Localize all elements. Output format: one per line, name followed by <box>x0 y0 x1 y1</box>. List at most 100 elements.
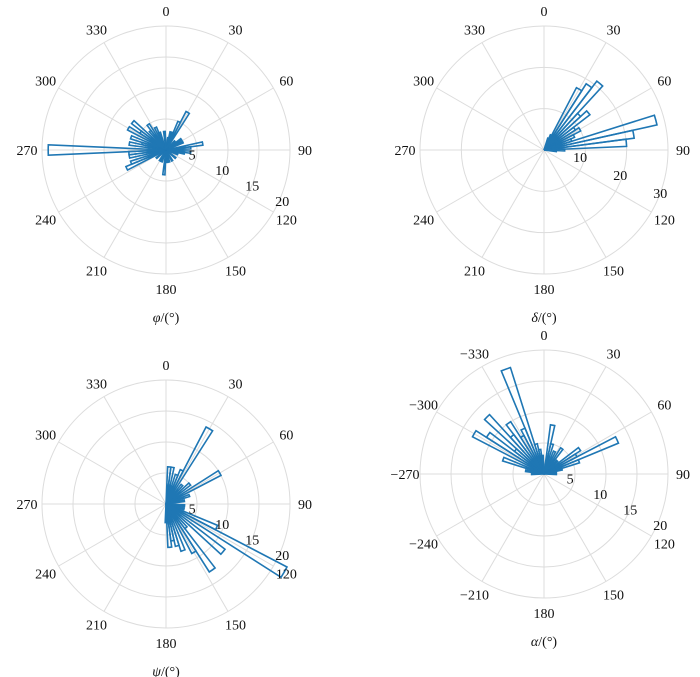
radial-tick-label: 10 <box>215 164 229 179</box>
angle-tick-label: 90 <box>676 144 690 159</box>
radial-tick-label: 10 <box>215 518 229 533</box>
axis-label-unit: /(°) <box>538 635 557 650</box>
histogram-bar <box>165 139 177 151</box>
grid-spoke <box>103 149 167 258</box>
grid-spoke <box>436 149 545 213</box>
grid-spoke <box>165 149 229 258</box>
angle-tick-label: 180 <box>534 283 555 298</box>
histogram-bar <box>165 503 217 574</box>
grid-spoke <box>103 503 167 612</box>
histogram-bar <box>158 149 167 163</box>
histogram-bar <box>165 503 181 548</box>
histogram-bar <box>165 149 169 164</box>
angle-tick-label: −210 <box>460 588 489 603</box>
grid-spoke <box>543 473 652 537</box>
angle-tick-label: 270 <box>17 144 38 159</box>
histogram-bar <box>164 503 168 524</box>
polar-chart-3: 0 30 60 90 120 150 180 210 240 270 300 330 5 10 15 20 ψ/… <box>17 359 313 677</box>
radial-tick-label: 10 <box>573 151 587 166</box>
radial-tick-label: 20 <box>275 549 289 564</box>
grid-spoke <box>481 149 545 258</box>
histogram-bar <box>129 134 167 151</box>
angle-tick-label: 120 <box>654 538 675 553</box>
radial-tick-label: 15 <box>623 504 637 519</box>
angle-tick-label: 150 <box>603 264 624 279</box>
grid-spoke <box>543 149 652 213</box>
radial-tick-label: 5 <box>567 473 574 488</box>
angle-tick-label: 330 <box>464 24 485 39</box>
angle-tick-label: 270 <box>17 498 38 513</box>
histogram-bar <box>165 481 192 505</box>
histogram-bar <box>157 131 167 151</box>
histogram-bar <box>543 149 558 153</box>
angle-tick-label: 330 <box>86 378 107 393</box>
histogram-bar <box>165 503 198 555</box>
histogram-bar <box>153 126 167 151</box>
grid-spoke <box>58 441 167 505</box>
grid-spoke <box>165 503 274 567</box>
histogram-bar <box>124 149 167 172</box>
histogram-bar <box>543 126 582 151</box>
grid-spoke <box>165 87 274 151</box>
grid-spoke <box>58 149 167 213</box>
angle-tick-label: 0 <box>541 329 548 344</box>
grid-spoke <box>481 366 545 475</box>
histogram-bar <box>165 483 184 505</box>
axis-label: α/(°) <box>531 635 558 650</box>
angle-tick-label: 330 <box>86 24 107 39</box>
polar-chart-2: 0 30 60 90 120 150 180 210 240 270 300 330 10 20 30 δ/(… <box>395 5 691 326</box>
angle-tick-label: 150 <box>225 618 246 633</box>
histogram-bar <box>485 431 545 475</box>
grid-spoke <box>165 396 229 505</box>
axis-label-unit: /(°) <box>538 311 557 326</box>
histogram-bar <box>165 499 186 505</box>
axis-label-unit: /(°) <box>160 311 179 326</box>
angle-tick-label: 0 <box>163 359 170 374</box>
histogram-bar <box>165 137 183 151</box>
grid-spoke <box>543 149 607 258</box>
axis-label: φ/(°) <box>153 311 180 326</box>
polar-chart-1: 0 30 60 90 120 150 180 210 240 270 300 330 5 10 15 20 φ/… <box>17 5 313 326</box>
angle-tick-label: 90 <box>676 468 690 483</box>
histogram-bar <box>543 138 628 151</box>
angle-tick-label: 300 <box>35 429 56 444</box>
histogram-bar <box>501 456 545 475</box>
histogram-bar <box>543 458 581 475</box>
histogram-bar <box>483 413 545 475</box>
angle-tick-label: 60 <box>279 75 293 90</box>
angle-tick-label: −300 <box>409 399 438 414</box>
polar-chart-4: 0 30 60 90 120 150 180 −210 −240 −270 −300 −330 5 10 1… <box>391 329 690 650</box>
histogram-bar <box>530 472 545 476</box>
grid-spoke <box>481 42 545 151</box>
angle-tick-label: 90 <box>298 498 312 513</box>
histogram-bar <box>165 149 179 156</box>
angle-tick-label: −330 <box>460 348 489 363</box>
angle-tick-label: 30 <box>229 378 243 393</box>
angle-tick-label: 120 <box>276 568 297 583</box>
histogram-bar <box>47 144 167 156</box>
histogram-bar <box>500 366 545 475</box>
angle-tick-label: 60 <box>279 429 293 444</box>
histogram-bar <box>162 130 167 151</box>
histogram-bar <box>128 140 167 151</box>
histogram-bar <box>160 149 167 163</box>
grid-spoke <box>436 473 545 537</box>
axis-label-unit: /(°) <box>161 665 180 677</box>
angle-tick-label: 270 <box>395 144 416 159</box>
histogram-bar <box>165 469 223 505</box>
axis-label: δ/(°) <box>531 311 557 326</box>
grid-spoke <box>543 473 607 582</box>
grid-spoke <box>543 42 607 151</box>
angle-tick-label: 120 <box>654 214 675 229</box>
grid-spoke <box>481 473 545 582</box>
histogram-bar <box>543 472 558 476</box>
angle-tick-label: 30 <box>229 24 243 39</box>
grid-spoke <box>165 503 229 612</box>
radial-tick-label: 20 <box>613 169 627 184</box>
histogram-bar <box>165 145 192 151</box>
histogram-bar <box>543 148 566 152</box>
histogram-bar <box>543 446 582 475</box>
histogram-bar <box>543 442 555 475</box>
histogram-bar <box>533 442 545 475</box>
